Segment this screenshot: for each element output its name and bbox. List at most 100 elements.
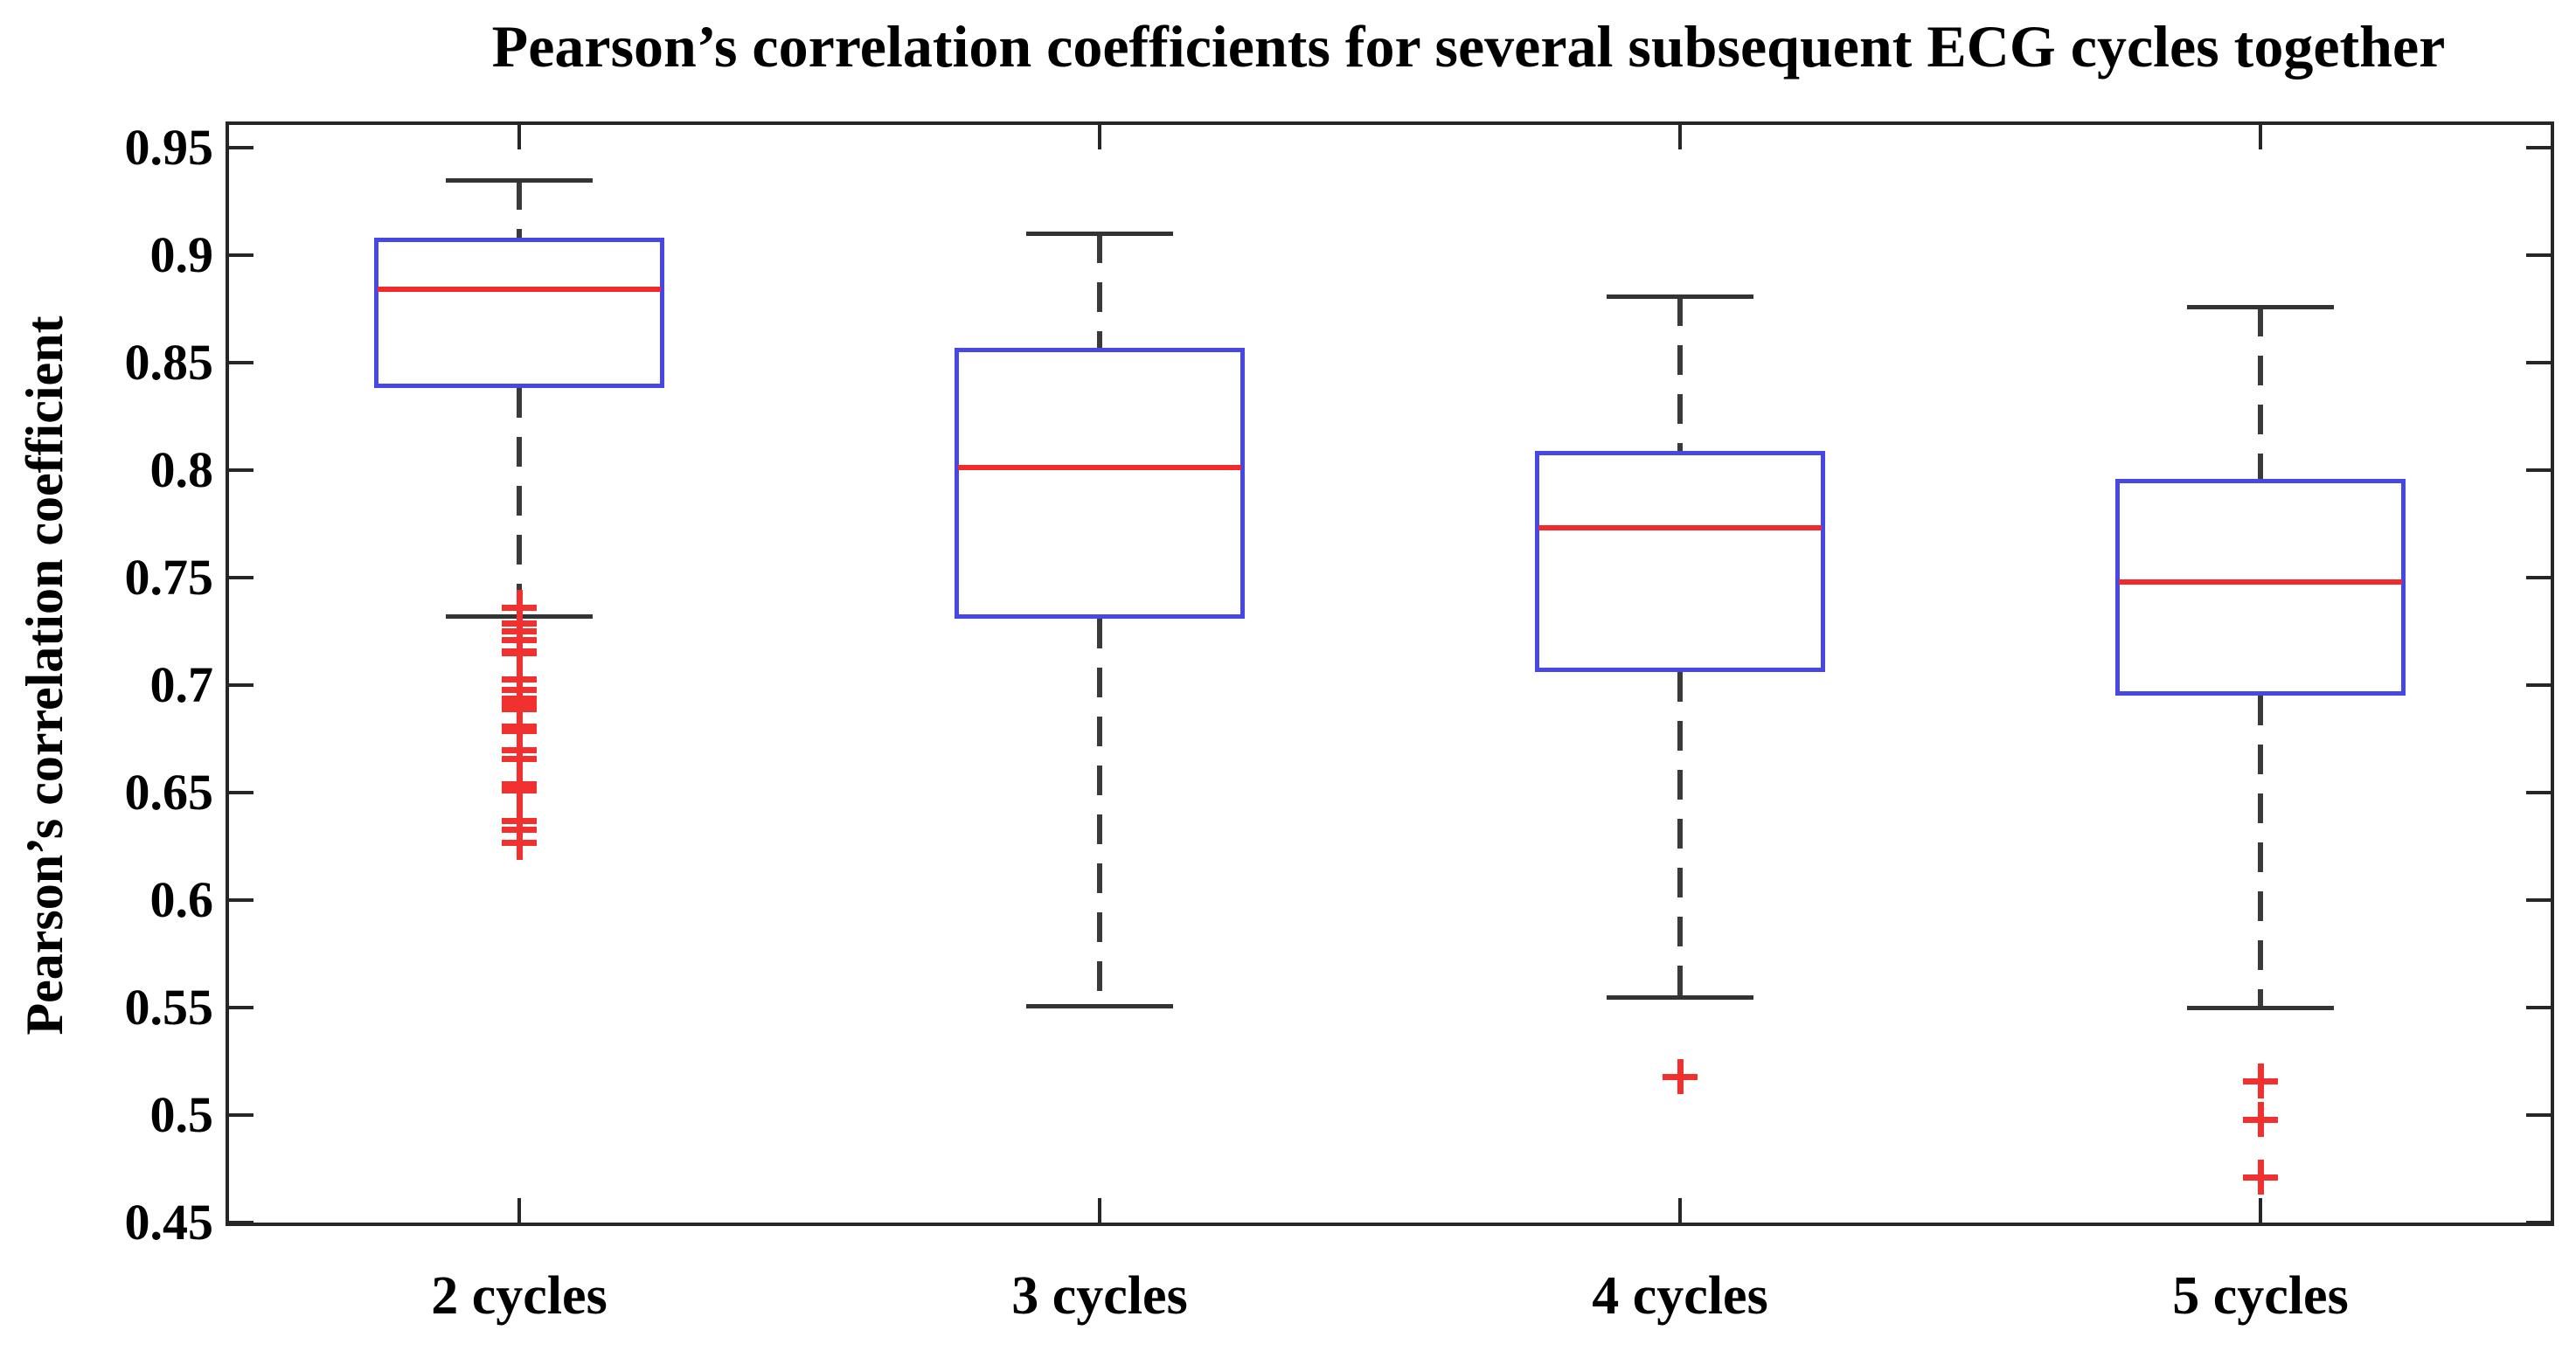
outlier-marker [500, 739, 538, 778]
y-tick [229, 360, 253, 364]
outlier-marker [500, 632, 538, 670]
outlier-marker [2241, 1158, 2280, 1196]
y-tick-label: 0.85 [124, 333, 214, 391]
outlier-marker [500, 679, 538, 717]
upper-whisker-cap [1026, 232, 1173, 237]
outlier-marker [2241, 1100, 2280, 1139]
lower-whisker [517, 388, 522, 617]
y-tick-label: 0.8 [149, 440, 214, 498]
outlier-marker [500, 588, 538, 627]
y-tick [229, 575, 253, 579]
x-tick-label: 2 cycles [431, 1266, 608, 1326]
box [2115, 478, 2406, 696]
outlier-marker [500, 660, 538, 698]
box-group-3-cycles [229, 125, 2551, 1223]
box-group-5-cycles [229, 125, 2551, 1223]
y-tick-right [2526, 253, 2551, 257]
y-tick-label: 0.7 [149, 655, 214, 713]
upper-whisker-cap [1607, 294, 1753, 299]
y-tick-right [2526, 682, 2551, 687]
y-tick-right [2526, 1221, 2551, 1224]
x-tick [1678, 1198, 1682, 1223]
x-tick-top [2259, 125, 2262, 149]
y-tick [229, 468, 253, 472]
y-tick [229, 897, 253, 902]
box-group-4-cycles [229, 125, 2551, 1223]
box [1535, 450, 1825, 673]
y-tick-right [2526, 145, 2551, 149]
median-line [1538, 525, 1822, 531]
y-tick-label: 0.65 [124, 763, 214, 821]
outlier-marker [500, 771, 538, 809]
x-tick [2259, 1198, 2262, 1223]
outlier-marker [500, 801, 538, 840]
y-tick-label: 0.6 [149, 870, 214, 928]
median-line [2119, 579, 2402, 585]
y-tick-label: 0.95 [124, 118, 214, 176]
outlier-marker [500, 620, 538, 659]
box [374, 238, 664, 389]
outlier-marker [500, 634, 538, 672]
y-tick-label: 0.55 [124, 978, 214, 1036]
outlier-marker [500, 707, 538, 745]
outlier-marker [500, 823, 538, 862]
outlier-marker [500, 810, 538, 849]
lower-whisker-cap [1026, 1003, 1173, 1008]
x-tick [1098, 1198, 1101, 1223]
y-tick [229, 1005, 253, 1009]
x-tick-label: 5 cycles [2172, 1266, 2349, 1326]
y-tick-right [2526, 1005, 2551, 1009]
x-tick-top [1678, 125, 1682, 149]
x-tick-label: 3 cycles [1011, 1266, 1188, 1326]
upper-whisker [517, 179, 522, 239]
upper-whisker [2258, 306, 2263, 479]
y-tick [229, 790, 253, 794]
upper-whisker [1097, 233, 1102, 348]
y-tick-label: 0.5 [149, 1085, 214, 1143]
y-tick [229, 145, 253, 149]
outlier-marker [500, 731, 538, 769]
y-tick-label: 0.45 [124, 1194, 214, 1251]
y-tick-right [2526, 575, 2551, 579]
y-tick-right [2526, 468, 2551, 472]
lower-whisker [1677, 672, 1683, 997]
outlier-marker [500, 683, 538, 722]
x-tick-label: 4 cycles [1592, 1266, 1768, 1326]
outlier-marker [500, 689, 538, 728]
lower-whisker [1097, 618, 1102, 1006]
y-tick-right [2526, 1112, 2551, 1117]
outlier-marker [1661, 1057, 1699, 1096]
upper-whisker-cap [2187, 304, 2334, 309]
y-tick [229, 253, 253, 257]
median-line [958, 465, 1241, 471]
outlier-marker [2241, 1062, 2280, 1100]
plot-area [226, 121, 2554, 1226]
lower-whisker-cap [1607, 994, 1753, 1000]
outlier-marker [500, 612, 538, 650]
y-tick-label: 0.75 [124, 548, 214, 606]
x-tick-top [1098, 125, 1101, 149]
lower-whisker-cap [446, 614, 593, 620]
lower-whisker [2258, 696, 2263, 1008]
outlier-marker [500, 711, 538, 750]
outlier-marker [500, 670, 538, 709]
upper-whisker [1677, 295, 1683, 451]
y-tick-right [2526, 897, 2551, 902]
x-tick-top [517, 125, 521, 149]
median-line [378, 287, 661, 293]
chart-title: Pearson’s correlation coefficients for s… [491, 13, 2446, 80]
y-tick [229, 682, 253, 687]
y-tick [229, 1112, 253, 1117]
box [955, 347, 1245, 619]
outlier-marker [500, 765, 538, 803]
axis-frame [226, 121, 2554, 1226]
y-tick-right [2526, 790, 2551, 794]
box-group-2-cycles [229, 125, 2551, 1223]
outlier-marker [500, 604, 538, 642]
y-tick [229, 1221, 253, 1224]
lower-whisker-cap [2187, 1005, 2334, 1010]
y-tick-label: 0.9 [149, 225, 214, 283]
upper-whisker-cap [446, 177, 593, 183]
x-tick [517, 1198, 521, 1223]
